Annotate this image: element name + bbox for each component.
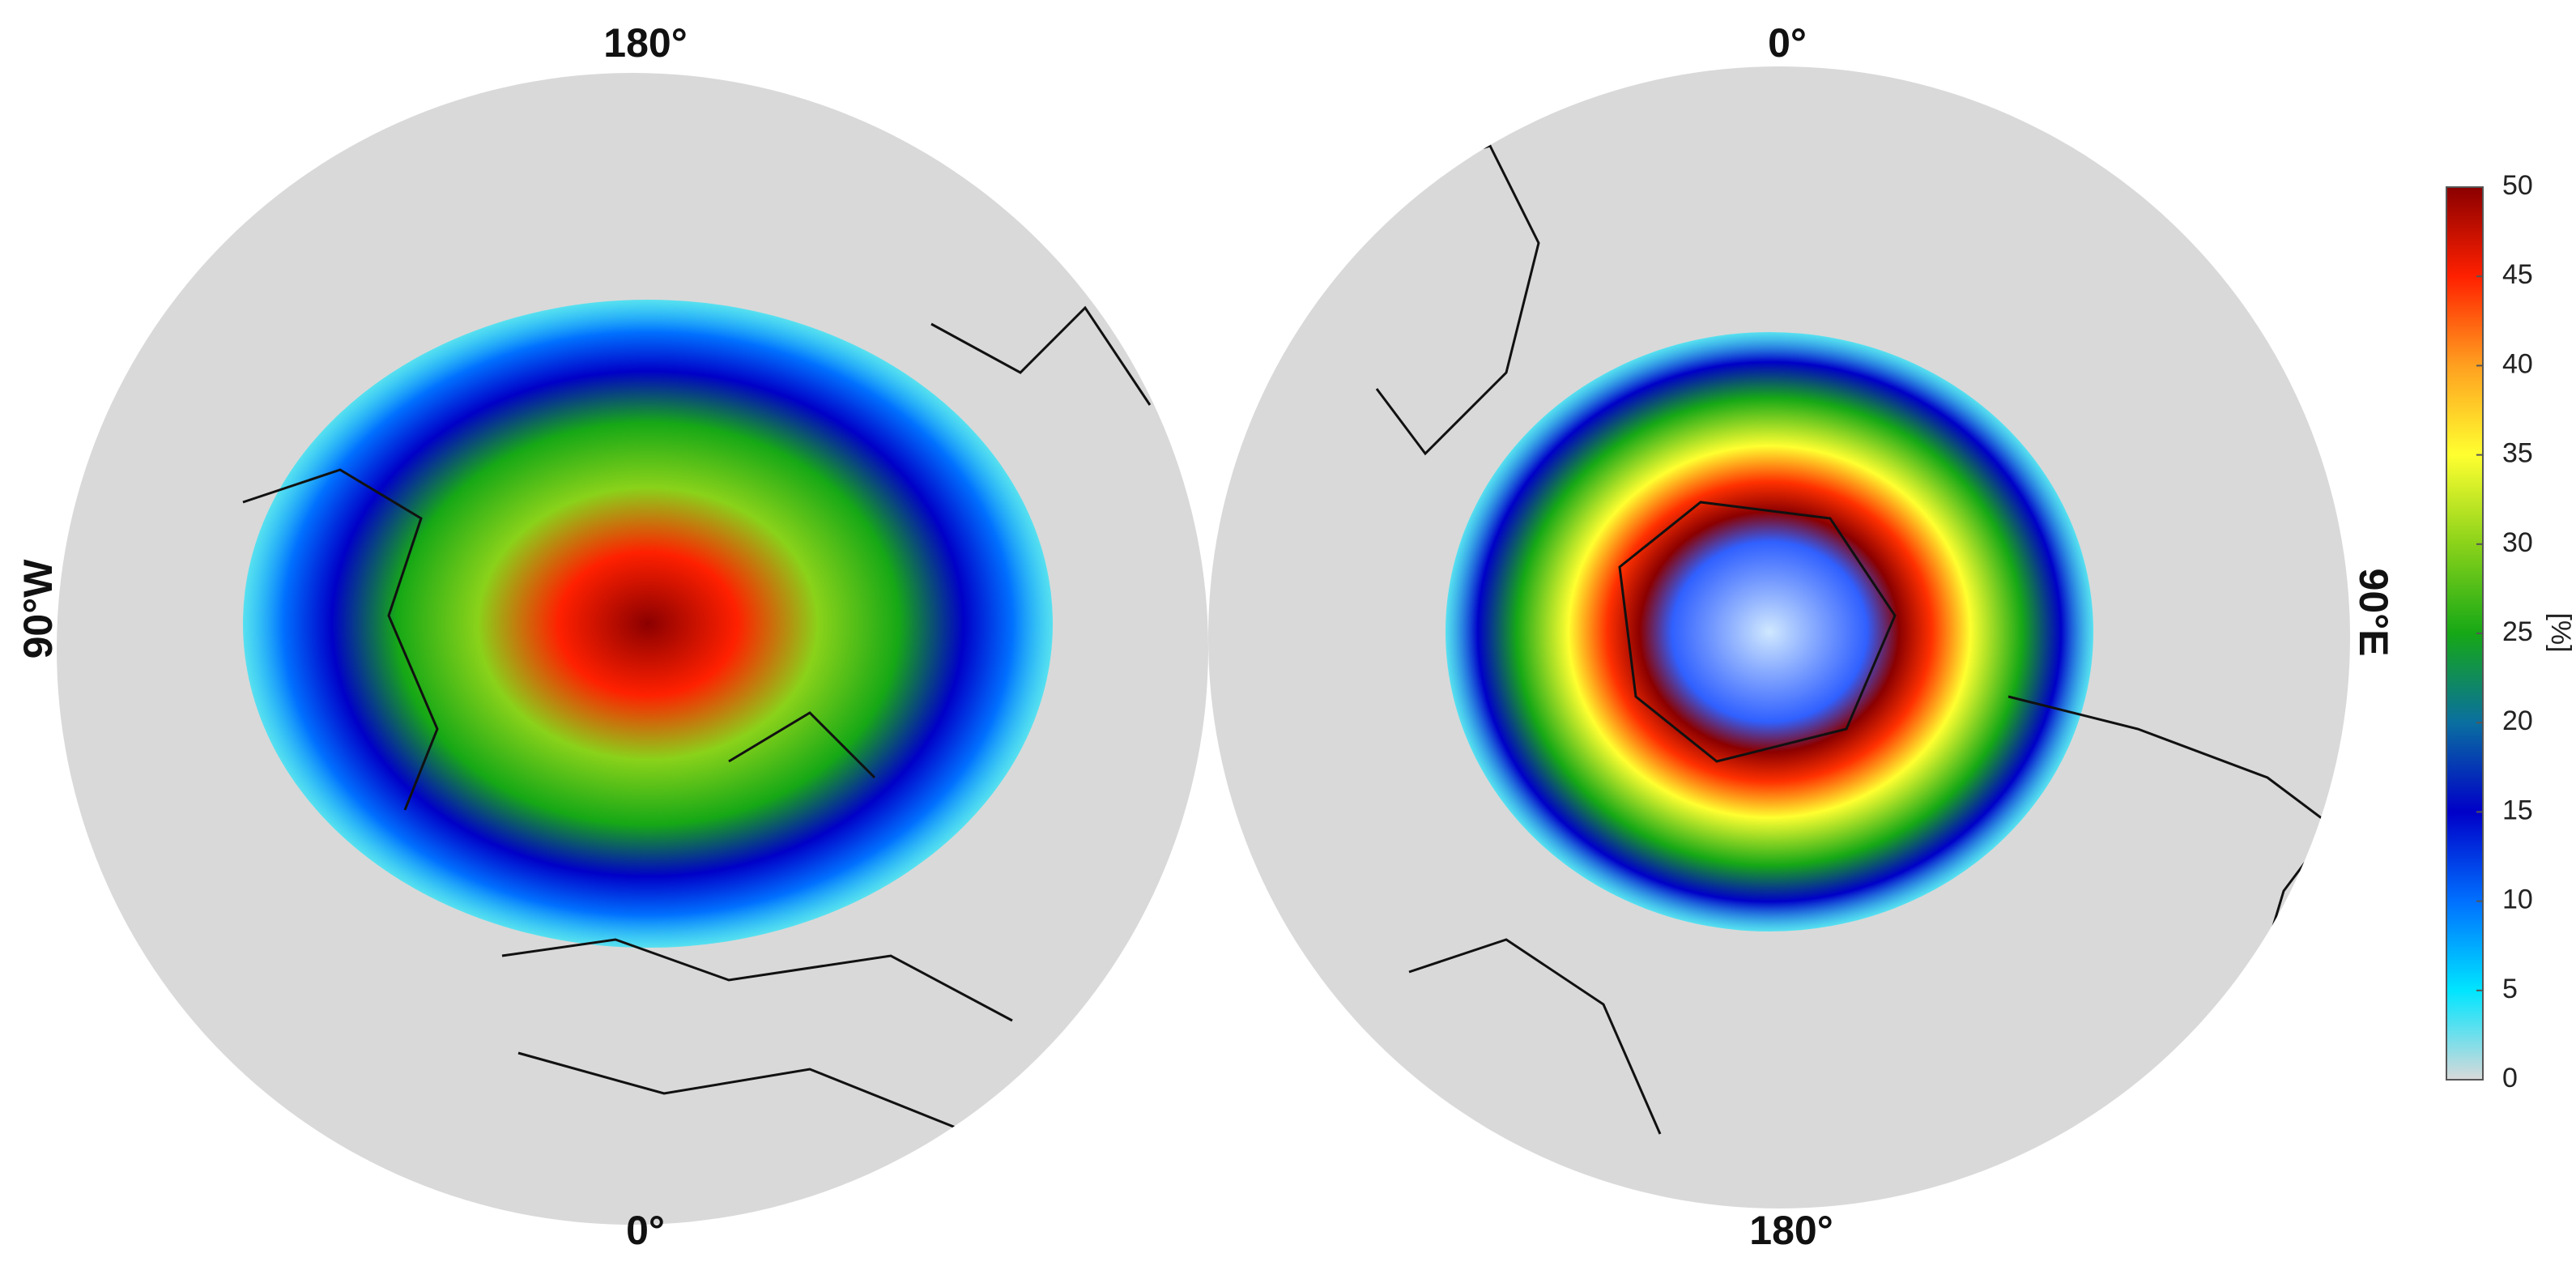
coastline <box>242 305 1152 1136</box>
tick-label: 10 <box>2502 884 2533 915</box>
data-field <box>243 300 1053 948</box>
tick-label: 30 <box>2502 527 2533 558</box>
tick-label: 20 <box>2502 705 2533 736</box>
coastline <box>1262 144 2335 1135</box>
colorbar-label: [%] <box>2545 612 2576 652</box>
meridian-label: 0° <box>1768 20 1807 66</box>
tick-label: 50 <box>2502 170 2533 201</box>
meridian-label: 90°W <box>15 559 61 659</box>
tick-label: 40 <box>2502 348 2533 379</box>
tick-label: 0 <box>2502 1063 2518 1093</box>
colorbar: [%] 0 5 10 15 20 25 30 35 40 45 50 <box>2446 170 2576 1093</box>
meridian-label: 180° <box>603 20 687 66</box>
tick-label: 5 <box>2502 974 2518 1004</box>
tick-label: 15 <box>2502 795 2533 825</box>
tick-label: 25 <box>2502 616 2533 647</box>
tick-label: 45 <box>2502 259 2533 290</box>
data-field <box>1446 332 2093 931</box>
north-map: 180° 90°W 0° <box>15 20 1208 1253</box>
meridian-label: 0° <box>626 1208 665 1253</box>
tick-label: 35 <box>2502 438 2533 469</box>
south-map: 0° 90°E 180° <box>1208 20 2396 1253</box>
meridian-label: 180° <box>1749 1208 1833 1253</box>
meridian-label: 90°E <box>2351 569 2396 657</box>
